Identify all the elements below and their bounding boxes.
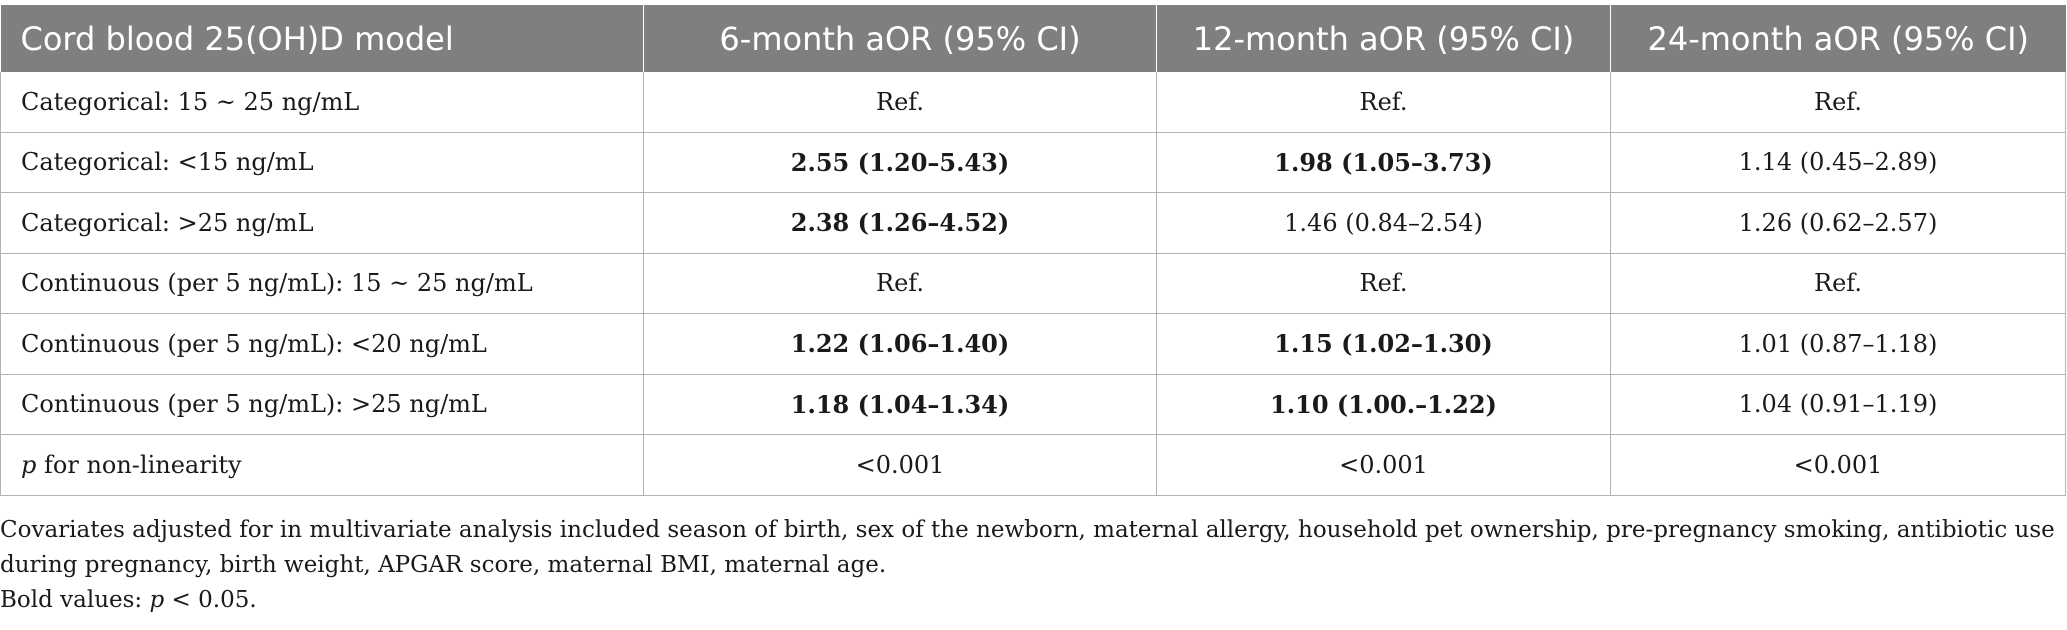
row-label: p for non-linearity <box>0 434 644 496</box>
table-row: Continuous (per 5 ng/mL): <20 ng/mL 1.22… <box>0 313 2066 375</box>
cell-24-month: 1.26 (0.62–2.57) <box>1610 192 2066 254</box>
bold-note-prefix: Bold values: <box>0 587 150 613</box>
cell-24-month: 1.14 (0.45–2.89) <box>1610 131 2066 193</box>
row-label: Categorical: <15 ng/mL <box>0 131 644 193</box>
row-label: Continuous (per 5 ng/mL): 15 ~ 25 ng/mL <box>0 252 644 314</box>
table-row: Continuous (per 5 ng/mL): 15 ~ 25 ng/mL … <box>0 252 2066 314</box>
table-header: Cord blood 25(OH)D model 6-month aOR (95… <box>0 5 2066 72</box>
table-row: Categorical: 15 ~ 25 ng/mL Ref. Ref. Ref… <box>0 72 2066 133</box>
p-symbol: p <box>21 450 37 479</box>
cell-6-month: 1.22 (1.06–1.40) <box>643 313 1157 375</box>
bold-note-p: p <box>149 587 165 613</box>
cell-24-month: Ref. <box>1610 72 2066 133</box>
table-body: Categorical: 15 ~ 25 ng/mL Ref. Ref. Ref… <box>0 72 2066 496</box>
cell-6-month: <0.001 <box>643 434 1157 496</box>
row-label-rest: for non-linearity <box>36 450 242 479</box>
cell-12-month: 1.10 (1.00.–1.22) <box>1156 373 1611 435</box>
cell-6-month: 2.55 (1.20–5.43) <box>643 131 1157 193</box>
bold-values-note: Bold values: p < 0.05. <box>0 583 2060 618</box>
row-label: Categorical: >25 ng/mL <box>0 192 644 254</box>
cell-6-month: Ref. <box>643 252 1157 314</box>
cell-12-month: Ref. <box>1156 72 1611 133</box>
row-label: Categorical: 15 ~ 25 ng/mL <box>0 72 644 133</box>
cell-24-month: <0.001 <box>1610 434 2066 496</box>
header-12-month: 12-month aOR (95% CI) <box>1156 5 1611 72</box>
table-footnotes: Covariates adjusted for in multivariate … <box>0 513 2060 618</box>
table-row: Categorical: <15 ng/mL 2.55 (1.20–5.43) … <box>0 131 2066 193</box>
results-table: Cord blood 25(OH)D model 6-month aOR (95… <box>0 5 2066 496</box>
cell-12-month: 1.98 (1.05–3.73) <box>1156 131 1611 193</box>
row-label: Continuous (per 5 ng/mL): <20 ng/mL <box>0 313 644 375</box>
row-label: Continuous (per 5 ng/mL): >25 ng/mL <box>0 373 644 435</box>
table-row: p for non-linearity <0.001 <0.001 <0.001 <box>0 434 2066 496</box>
cell-12-month: 1.46 (0.84–2.54) <box>1156 192 1611 254</box>
bold-note-suffix: < 0.05. <box>164 587 257 613</box>
covariates-note: Covariates adjusted for in multivariate … <box>0 517 2055 578</box>
cell-12-month: Ref. <box>1156 252 1611 314</box>
cell-12-month: 1.15 (1.02–1.30) <box>1156 313 1611 375</box>
results-table-container: Cord blood 25(OH)D model 6-month aOR (95… <box>0 5 2066 496</box>
cell-24-month: 1.04 (0.91–1.19) <box>1610 373 2066 435</box>
cell-24-month: 1.01 (0.87–1.18) <box>1610 313 2066 375</box>
cell-6-month: 2.38 (1.26–4.52) <box>643 192 1157 254</box>
header-6-month: 6-month aOR (95% CI) <box>643 5 1157 72</box>
table-row: Categorical: >25 ng/mL 2.38 (1.26–4.52) … <box>0 192 2066 254</box>
header-row: Cord blood 25(OH)D model 6-month aOR (95… <box>0 5 2066 72</box>
cell-12-month: <0.001 <box>1156 434 1611 496</box>
cell-6-month: 1.18 (1.04–1.34) <box>643 373 1157 435</box>
table-row: Continuous (per 5 ng/mL): >25 ng/mL 1.18… <box>0 373 2066 435</box>
cell-6-month: Ref. <box>643 72 1157 133</box>
header-24-month: 24-month aOR (95% CI) <box>1610 5 2066 72</box>
header-model: Cord blood 25(OH)D model <box>0 5 644 72</box>
cell-24-month: Ref. <box>1610 252 2066 314</box>
